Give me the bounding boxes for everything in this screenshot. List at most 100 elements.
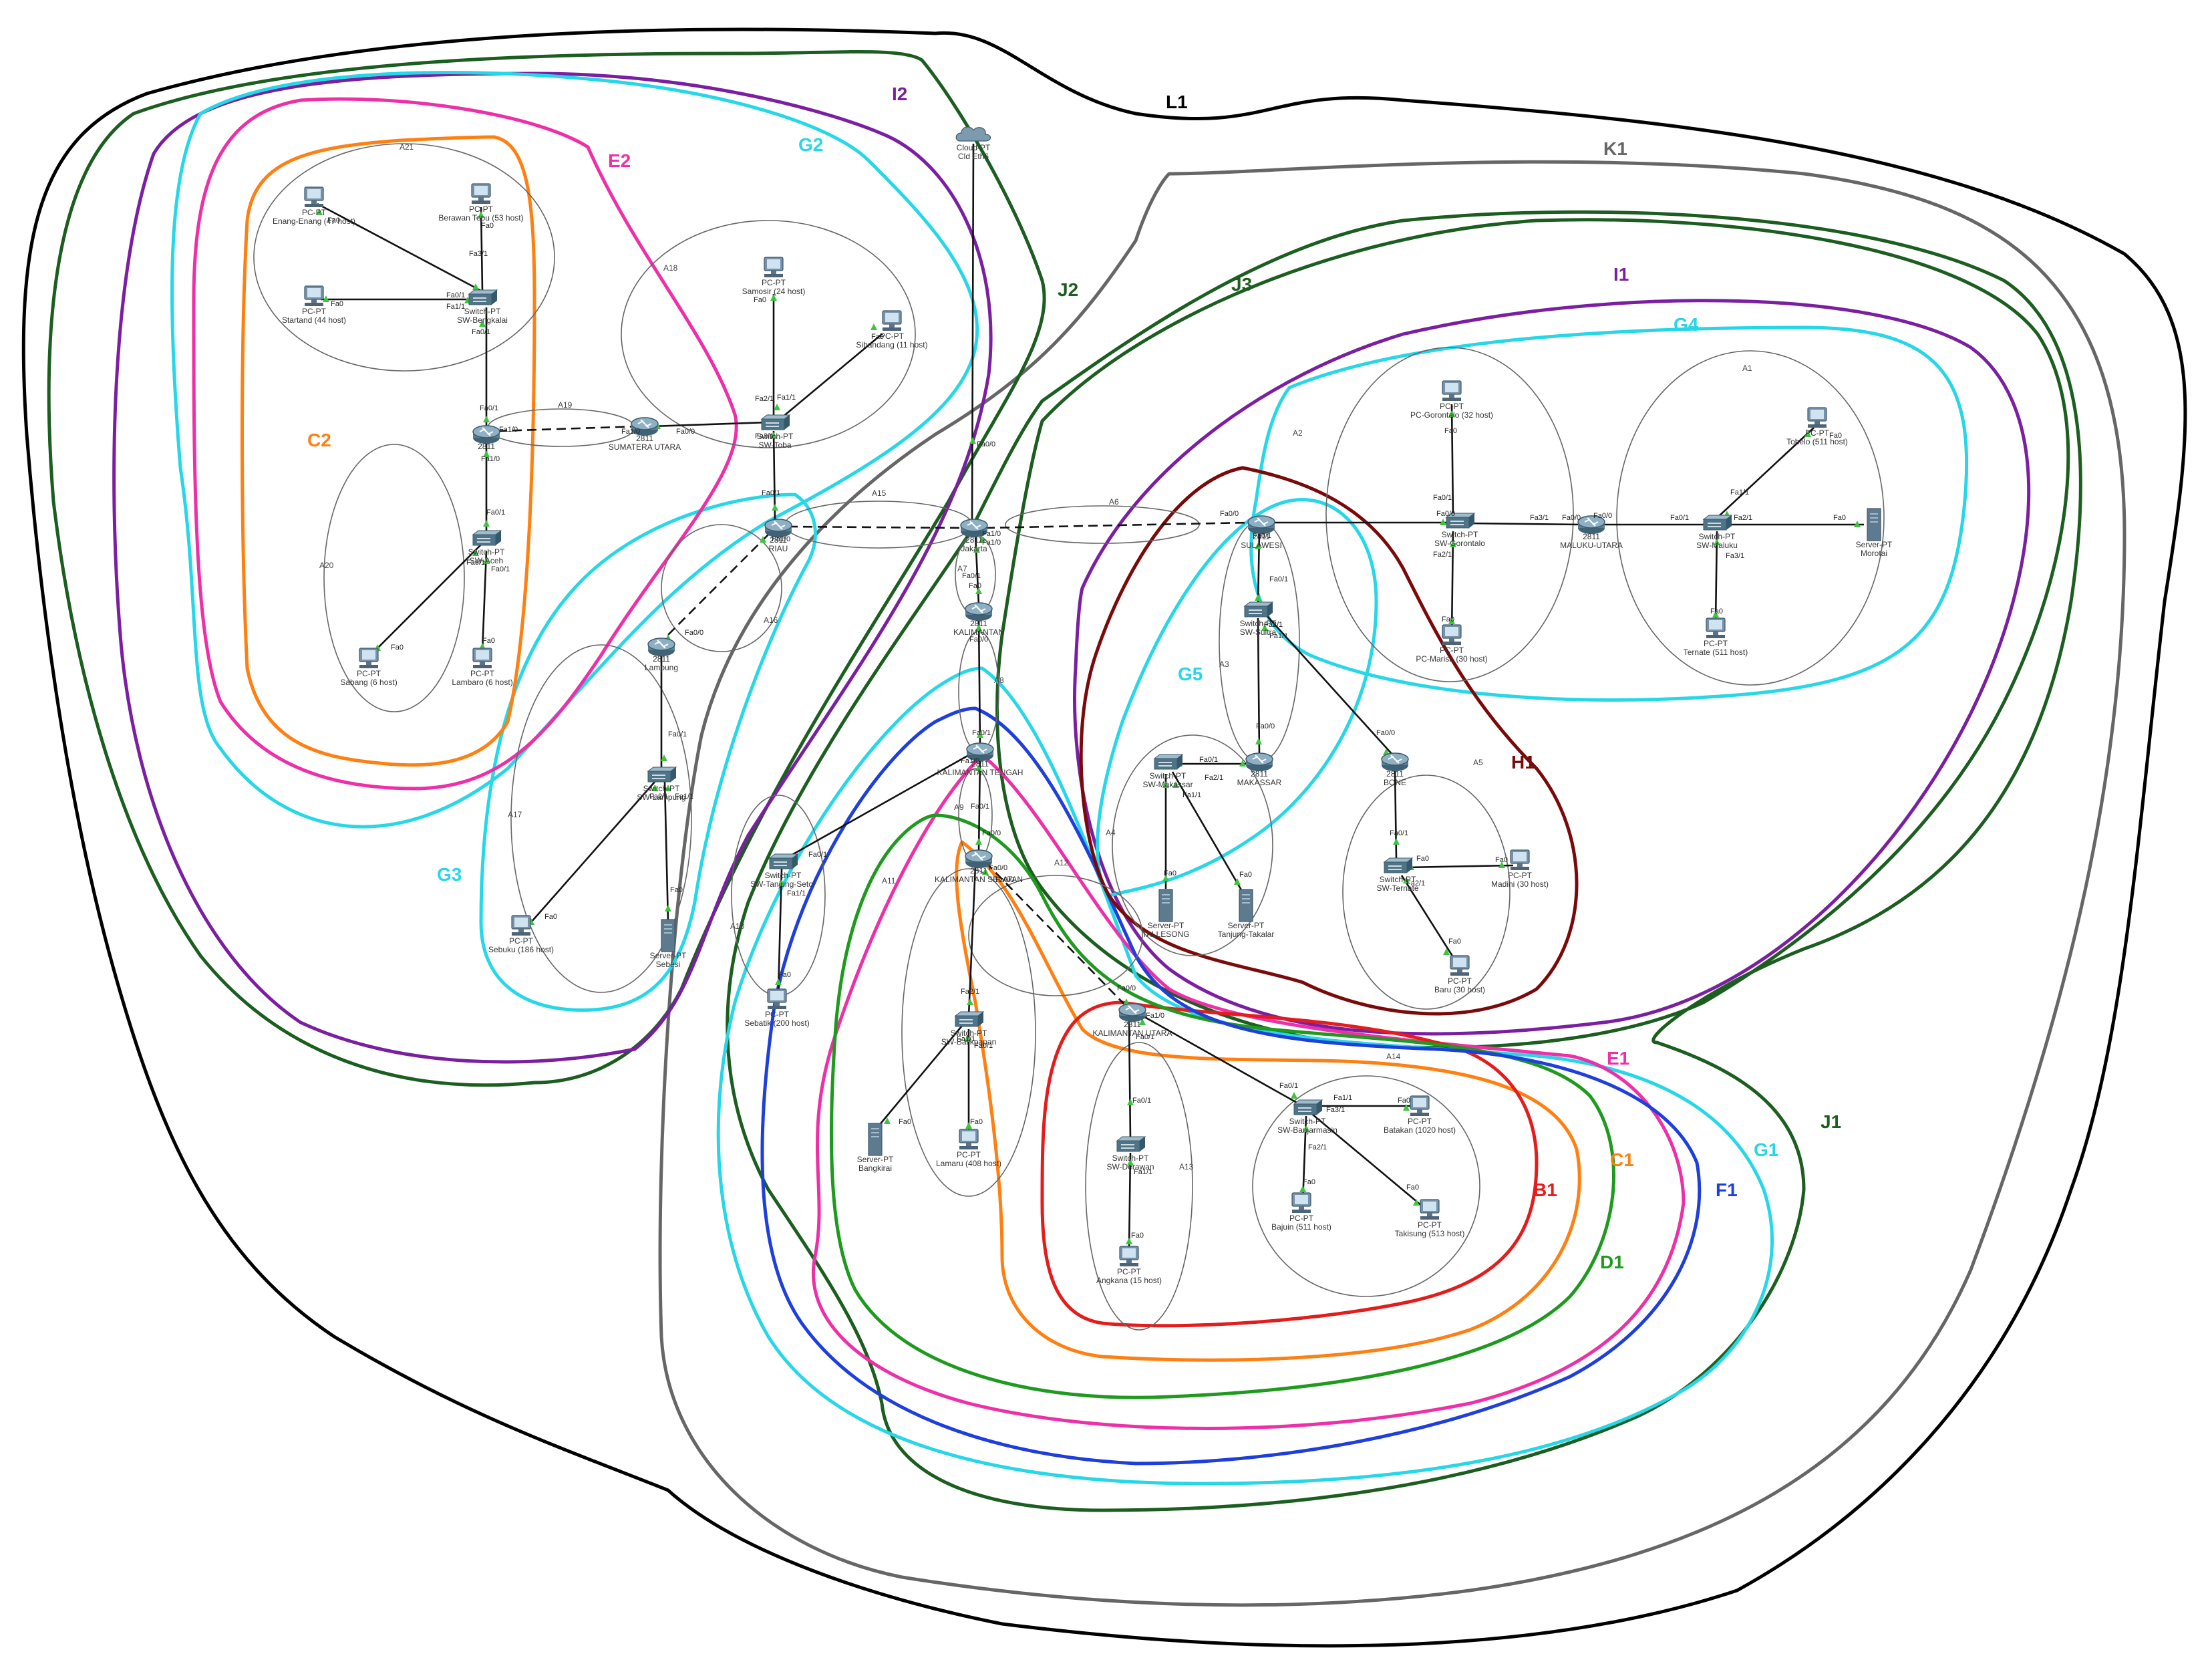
device-name-label: Sibandang (11 host) bbox=[856, 340, 927, 350]
port-status-dot bbox=[1413, 1199, 1420, 1206]
port-status-dot bbox=[760, 536, 766, 543]
area-A9 bbox=[958, 768, 993, 863]
port-label: Fa0 bbox=[1416, 855, 1429, 863]
device-type-label: Server-PT bbox=[1856, 540, 1893, 549]
device-name-label: SW-Bengkalai bbox=[457, 315, 508, 325]
port-status-dot bbox=[483, 450, 490, 457]
device-type-label: PC-PT bbox=[1440, 402, 1464, 411]
port-label: Fa0 bbox=[754, 296, 766, 304]
link-cloud-core bbox=[971, 143, 975, 525]
ring-C2 bbox=[241, 135, 536, 767]
ring-C1 bbox=[955, 840, 1581, 1362]
link-kalsel-balikpapan bbox=[967, 865, 977, 1016]
area-label-A6: A6 bbox=[1109, 497, 1119, 507]
port-status-dot bbox=[772, 504, 778, 511]
ring-E1 bbox=[812, 753, 1686, 1430]
link-sulawesi-sultra bbox=[1257, 531, 1261, 605]
ring-label-K1: K1 bbox=[1603, 138, 1627, 159]
device-type-label: 2811 bbox=[970, 619, 987, 628]
port-label: Fa2/1 bbox=[961, 988, 979, 996]
port-status-dot bbox=[965, 1122, 972, 1129]
port-label: Fa0/1 bbox=[1433, 494, 1452, 502]
ring-label-G5: G5 bbox=[1178, 664, 1203, 684]
port-label: Fa0/1 bbox=[480, 404, 498, 412]
device-name-label: TALLESONG bbox=[1142, 930, 1189, 939]
link-sibandang-toba bbox=[781, 333, 883, 418]
area-label-group: A1 A2 A3 A4 A5 A6 A7 A8 A9 A10 A11 A12 A13 A14 A15 A16 A… bbox=[319, 142, 1752, 1171]
link-derawan-angkana bbox=[1128, 1152, 1132, 1250]
port-label: Fa2/1 bbox=[1205, 774, 1223, 782]
device-name-label: Madini (30 host) bbox=[1491, 879, 1549, 889]
area-label-A5: A5 bbox=[1473, 758, 1483, 767]
port-status-dot bbox=[1255, 738, 1262, 744]
device-r-sumbar[interactable]: 2811 bbox=[472, 425, 500, 451]
device-type-label: PC-PT bbox=[762, 278, 786, 287]
port-status-dot bbox=[977, 731, 983, 738]
device-type-label: Switch-PT bbox=[951, 1028, 987, 1038]
port-label: Fa0 bbox=[481, 222, 494, 230]
device-name-label: Tanjung-Takalar bbox=[1218, 930, 1275, 939]
device-type-label: 2811 bbox=[636, 434, 653, 443]
port-status-dot bbox=[1299, 1186, 1306, 1192]
device-name-label: Morotai bbox=[1861, 549, 1887, 558]
port-status-dot bbox=[665, 785, 671, 791]
port-label: Fa0/0 bbox=[1117, 984, 1136, 992]
area-label-A8: A8 bbox=[994, 676, 1004, 685]
device-name-label: Ternate (511 host) bbox=[1684, 648, 1748, 657]
ring-label-D1: D1 bbox=[1600, 1252, 1624, 1272]
link-berawan-sw bbox=[480, 206, 484, 291]
